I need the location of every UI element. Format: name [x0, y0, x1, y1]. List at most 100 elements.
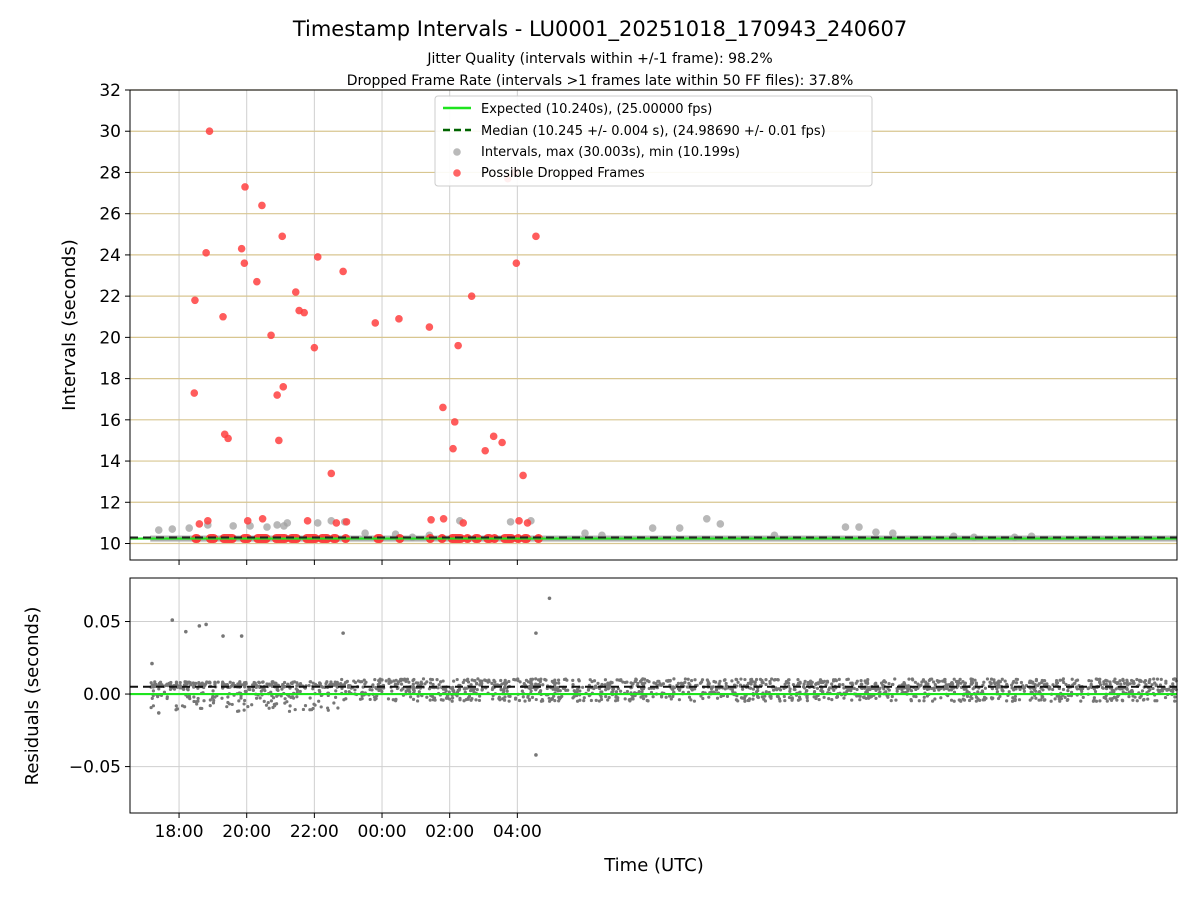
- residual-point: [751, 697, 755, 701]
- residual-point: [295, 681, 299, 685]
- residual-point: [530, 677, 535, 681]
- residual-point: [553, 681, 558, 685]
- residual-point: [1028, 698, 1032, 702]
- residual-point: [267, 682, 271, 686]
- residual-point: [1155, 677, 1160, 681]
- dropped-frame-point: [258, 514, 267, 523]
- intervals-y-axis-label: Intervals (seconds): [59, 239, 80, 411]
- residual-point: [428, 677, 433, 681]
- residual-point: [1014, 681, 1019, 685]
- residual-point: [756, 695, 760, 700]
- residual-point: [816, 681, 820, 685]
- residual-point: [479, 681, 483, 686]
- residual-point: [478, 679, 482, 683]
- residual-point: [431, 682, 435, 687]
- residual-point: [216, 680, 220, 684]
- residual-point: [521, 695, 525, 699]
- residual-point: [361, 685, 365, 689]
- residual-point: [390, 689, 394, 693]
- residual-point: [623, 680, 627, 685]
- residual-point: [557, 681, 561, 685]
- dropped-frame-point: [342, 518, 351, 526]
- legend-dropped-label: Possible Dropped Frames: [481, 166, 645, 181]
- residual-point: [922, 699, 926, 703]
- residual-point: [378, 687, 382, 691]
- residual-point: [196, 696, 200, 701]
- residual-point: [687, 681, 691, 686]
- residual-point: [1022, 689, 1026, 693]
- residual-point: [301, 707, 306, 712]
- residual-point: [812, 695, 816, 699]
- residual-point: [156, 695, 160, 699]
- residual-point: [1013, 698, 1017, 703]
- residual-point: [629, 697, 633, 701]
- residuals-x-ticks: 18:00 20:00 22:00 00:00 02:00 04:00: [155, 813, 542, 842]
- residual-point: [1130, 690, 1135, 694]
- residual-point: [228, 685, 232, 689]
- residual-point: [912, 694, 916, 698]
- residual-point: [596, 681, 600, 685]
- residual-point: [743, 699, 747, 703]
- residual-point: [477, 698, 482, 703]
- residual-point: [571, 696, 575, 700]
- residual-point: [1100, 686, 1105, 690]
- dropped-frame-point: [425, 323, 434, 331]
- residual-point: [237, 709, 241, 713]
- residual-point: [717, 682, 721, 686]
- residual-point: [644, 694, 648, 698]
- residual-point: [466, 680, 471, 684]
- residual-point: [1108, 680, 1112, 684]
- interval-point: [872, 528, 880, 536]
- residual-point: [169, 680, 173, 685]
- residual-point: [242, 708, 246, 712]
- residual-point: [207, 680, 212, 684]
- residual-point: [149, 681, 153, 685]
- residual-point: [822, 695, 826, 699]
- residual-point: [672, 690, 676, 694]
- residual-point: [822, 679, 827, 683]
- residual-point: [392, 679, 396, 683]
- residual-point: [961, 680, 965, 684]
- residual-point: [318, 682, 322, 686]
- residual-point: [238, 681, 242, 685]
- residual-point: [324, 682, 328, 686]
- x-tick-label: 22:00: [290, 822, 339, 842]
- residual-point: [502, 690, 506, 694]
- residual-point: [1005, 699, 1009, 703]
- residual-point: [407, 680, 411, 684]
- residual-point: [842, 696, 846, 700]
- residual-point: [1112, 679, 1116, 683]
- residual-point: [425, 695, 429, 699]
- residual-point: [927, 687, 931, 691]
- residual-point: [933, 683, 937, 687]
- residual-point: [244, 682, 248, 686]
- dropped-frame-point: [519, 471, 527, 480]
- residual-point: [932, 688, 936, 693]
- residual-point: [610, 681, 614, 685]
- residual-point: [334, 689, 338, 693]
- residual-point: [769, 696, 773, 700]
- residual-point: [269, 699, 273, 703]
- residual-outlier-point: [534, 753, 538, 757]
- residual-point: [683, 677, 688, 681]
- residual-point: [893, 677, 897, 681]
- residual-point: [797, 695, 802, 699]
- residual-point: [476, 677, 480, 681]
- interval-point: [841, 523, 850, 531]
- residual-point: [710, 690, 714, 694]
- residual-point: [1118, 679, 1122, 683]
- residual-point: [201, 682, 205, 687]
- residual-point: [827, 697, 831, 701]
- residual-point: [149, 705, 153, 710]
- dropped-frame-point: [303, 517, 312, 525]
- residual-point: [855, 687, 859, 692]
- residual-point: [637, 690, 641, 694]
- residual-point: [846, 688, 850, 692]
- interval-point: [581, 529, 589, 538]
- residual-point: [656, 679, 660, 683]
- residual-point: [850, 698, 854, 702]
- residual-point: [1174, 687, 1178, 691]
- residual-point: [614, 694, 618, 698]
- residual-point: [786, 678, 791, 682]
- residuals-plot-frame: [129, 577, 1178, 814]
